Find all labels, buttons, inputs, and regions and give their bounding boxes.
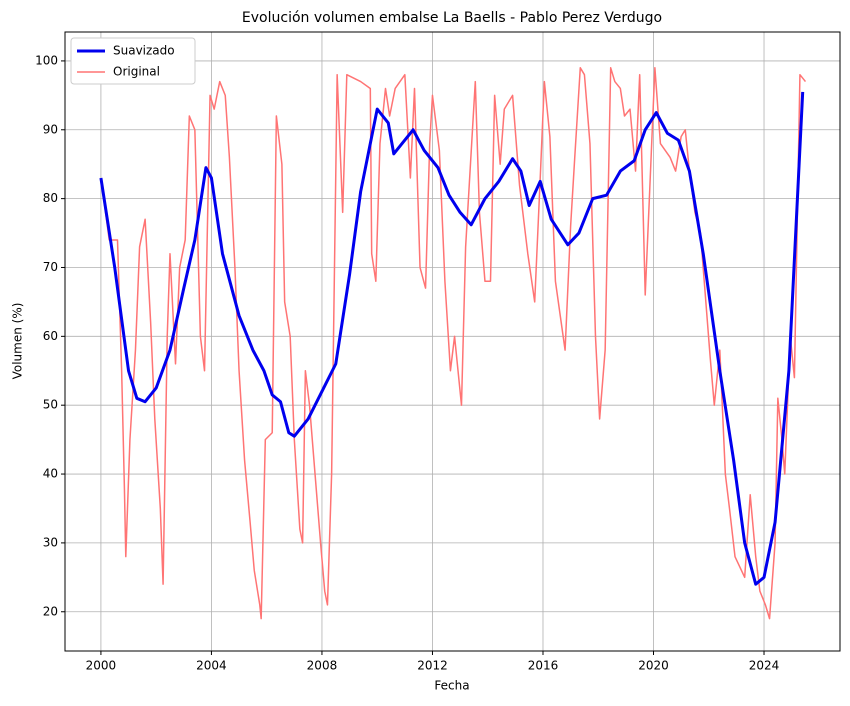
y-tick-label: 70: [43, 260, 58, 274]
legend: Suavizado Original: [70, 37, 196, 85]
x-tick-label: 2000: [86, 659, 117, 673]
chart-title: Evolución volumen embalse La Baells - Pa…: [242, 10, 662, 26]
series-line: [99, 91, 805, 586]
x-tick-label: 2004: [196, 659, 227, 673]
y-axis-label: Volumen (%): [11, 303, 25, 380]
y-tick-label: 80: [43, 191, 58, 205]
y-tick-label: 100: [35, 53, 58, 67]
y-tick-label: 40: [43, 467, 58, 481]
y-tick-label: 20: [43, 604, 58, 618]
y-tick-label: 50: [43, 398, 58, 412]
x-tick-label: 2012: [417, 659, 448, 673]
legend-label: Suavizado: [113, 44, 175, 58]
x-tick-label: 2016: [528, 659, 559, 673]
x-axis-label: Fecha: [434, 679, 469, 693]
series-line: [100, 67, 807, 620]
y-tick-label: 60: [43, 329, 58, 343]
x-tick-label: 2024: [749, 659, 780, 673]
plot-frame: [64, 31, 841, 652]
y-tick-label: 30: [43, 535, 58, 549]
y-tick-label: 90: [43, 122, 58, 136]
x-tick-label: 2008: [307, 659, 338, 673]
x-tick-label: 2020: [638, 659, 669, 673]
legend-label: Original: [113, 65, 160, 79]
